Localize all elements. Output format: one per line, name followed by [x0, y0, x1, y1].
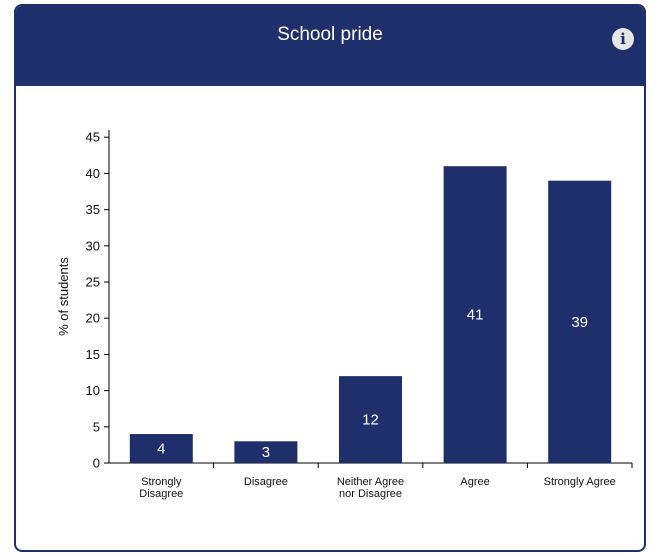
bar: [234, 441, 298, 463]
y-tick-label: 20: [86, 311, 100, 326]
x-tick-label: Strongly Agree: [544, 476, 616, 488]
y-tick-label: 10: [86, 383, 100, 398]
y-tick-label: 25: [86, 275, 100, 290]
x-tick-label: Disagree: [244, 476, 288, 488]
y-tick-label: 0: [93, 456, 100, 471]
data-label: 3: [262, 444, 270, 461]
y-tick-label: 30: [86, 238, 100, 253]
y-axis-label: % of students: [56, 257, 71, 336]
bar: [129, 434, 193, 463]
y-tick-label: 15: [86, 347, 100, 362]
info-icon[interactable]: i: [612, 28, 634, 50]
card-header: School pride i: [16, 6, 644, 86]
x-tick-label: Disagree: [139, 488, 183, 500]
y-tick-label: 35: [86, 202, 100, 217]
bar: [548, 180, 612, 463]
y-tick-label: 45: [86, 130, 100, 145]
bar: [339, 376, 402, 463]
data-label: 12: [362, 412, 379, 429]
bar: [443, 166, 507, 463]
x-tick-label: Agree: [460, 476, 489, 488]
data-label: 39: [571, 314, 588, 331]
y-tick-label: 5: [93, 419, 100, 434]
data-label: 41: [467, 307, 484, 324]
chart-title: School pride: [277, 24, 383, 45]
chart-card: School pride i: [14, 4, 646, 552]
x-tick-label: nor Disagree: [339, 488, 402, 500]
x-tick-label: Neither Agree: [337, 476, 404, 488]
y-tick-label: 40: [86, 166, 100, 181]
data-label: 4: [157, 441, 165, 458]
x-tick-label: Strongly: [141, 476, 182, 488]
